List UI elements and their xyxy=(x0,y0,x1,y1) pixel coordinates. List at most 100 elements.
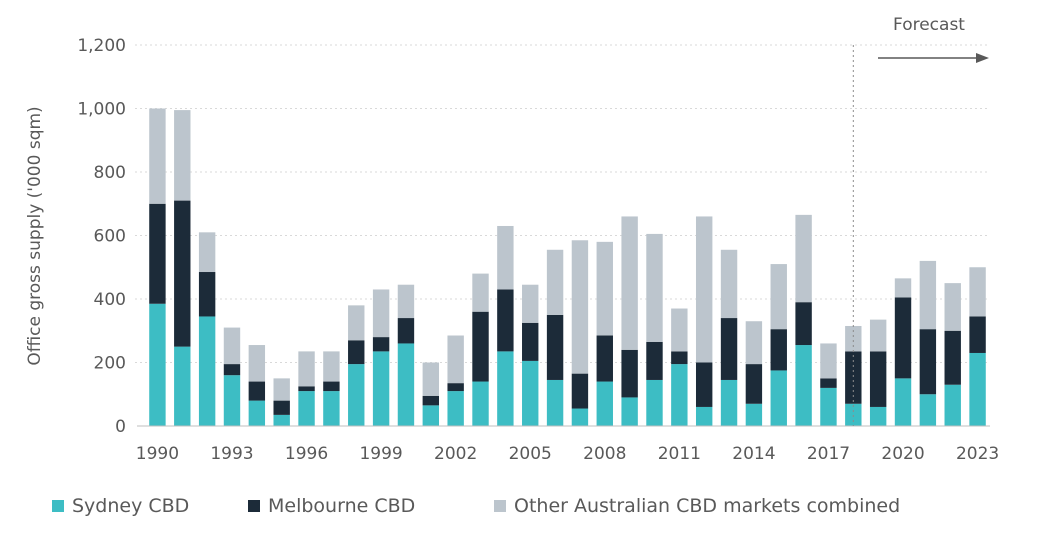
x-tick-label: 1996 xyxy=(285,444,328,464)
x-tick-label: 2017 xyxy=(807,444,850,464)
legend-label-other-australian-cbd-markets-combined: Other Australian CBD markets combined xyxy=(514,495,900,517)
bar-sydney-cbd-1993 xyxy=(223,375,241,426)
bar-melbourne-cbd-2013 xyxy=(720,318,738,380)
bar-sydney-cbd-2023 xyxy=(969,352,986,426)
bars xyxy=(149,108,986,426)
x-tick-label: 1990 xyxy=(136,444,179,464)
bar-sydney-cbd-2002 xyxy=(447,391,464,426)
bar-melbourne-cbd-2023 xyxy=(969,316,986,353)
y-tick-label: 600 xyxy=(94,227,126,247)
x-tick-label: 2023 xyxy=(956,444,999,464)
bar-sydney-cbd-1995 xyxy=(273,414,290,426)
bar-melbourne-cbd-2018 xyxy=(845,351,862,404)
bar-melbourne-cbd-2012 xyxy=(695,362,713,407)
bar-other-australian-cbd-markets-combined-1994 xyxy=(248,345,266,382)
bar-other-australian-cbd-markets-combined-2007 xyxy=(571,240,589,374)
bar-sydney-cbd-2003 xyxy=(472,381,489,426)
bar-other-australian-cbd-markets-combined-2015 xyxy=(770,264,787,330)
x-tick-label: 2020 xyxy=(881,444,924,464)
bar-other-australian-cbd-markets-combined-2001 xyxy=(422,362,440,396)
bar-other-australian-cbd-markets-combined-1997 xyxy=(323,351,340,382)
x-tick-label: 2011 xyxy=(658,444,701,464)
x-axis-ticks: 1990 1993 1996 1999 2002 2005 2008 2011 2014 2017… xyxy=(136,444,999,464)
bar-melbourne-cbd-2022 xyxy=(944,330,961,385)
bar-other-australian-cbd-markets-combined-2009 xyxy=(621,216,638,350)
x-tick-label: 2005 xyxy=(509,444,552,464)
legend-swatch-other-australian-cbd-markets-combined xyxy=(494,500,506,512)
bar-sydney-cbd-2020 xyxy=(894,378,912,426)
y-tick-label: 0 xyxy=(115,417,126,437)
bar-other-australian-cbd-markets-combined-2023 xyxy=(969,267,986,317)
bar-other-australian-cbd-markets-combined-2012 xyxy=(695,216,713,363)
bar-other-australian-cbd-markets-combined-2000 xyxy=(397,284,415,319)
legend-swatch-sydney-cbd xyxy=(52,500,64,512)
bar-melbourne-cbd-2015 xyxy=(770,329,787,371)
bar-other-australian-cbd-markets-combined-2018 xyxy=(845,325,862,352)
bar-sydney-cbd-2000 xyxy=(397,343,415,426)
bar-other-australian-cbd-markets-combined-2004 xyxy=(497,225,514,290)
legend-swatch-melbourne-cbd xyxy=(248,500,260,512)
legend-label-melbourne-cbd: Melbourne CBD xyxy=(268,495,415,517)
bar-sydney-cbd-2006 xyxy=(546,379,564,426)
bar-other-australian-cbd-markets-combined-1999 xyxy=(372,289,390,338)
legend: Sydney CBD Melbourne CBD Other Australian … xyxy=(52,495,900,517)
y-tick-label: 1,000 xyxy=(77,100,126,120)
bar-melbourne-cbd-2011 xyxy=(671,351,688,365)
bar-melbourne-cbd-2001 xyxy=(422,395,440,406)
bar-melbourne-cbd-2003 xyxy=(472,311,489,382)
forecast-label: Forecast xyxy=(893,15,965,35)
bar-other-australian-cbd-markets-combined-1998 xyxy=(348,305,365,341)
bar-sydney-cbd-2010 xyxy=(646,379,663,426)
bar-melbourne-cbd-2002 xyxy=(447,383,464,392)
bar-other-australian-cbd-markets-combined-2016 xyxy=(795,214,812,303)
bar-melbourne-cbd-2010 xyxy=(646,341,663,380)
bar-sydney-cbd-2012 xyxy=(695,406,713,426)
bar-sydney-cbd-1994 xyxy=(248,400,266,426)
bar-sydney-cbd-2019 xyxy=(869,406,887,426)
bar-other-australian-cbd-markets-combined-2003 xyxy=(472,273,489,312)
bar-melbourne-cbd-2004 xyxy=(497,289,514,352)
bar-melbourne-cbd-1994 xyxy=(248,381,266,401)
bar-melbourne-cbd-2014 xyxy=(745,364,763,404)
bar-other-australian-cbd-markets-combined-1995 xyxy=(273,378,290,401)
bar-melbourne-cbd-2006 xyxy=(546,314,564,380)
bar-other-australian-cbd-markets-combined-2013 xyxy=(720,249,738,319)
bar-melbourne-cbd-1998 xyxy=(348,340,365,365)
bar-melbourne-cbd-2019 xyxy=(869,351,887,407)
x-tick-label: 2014 xyxy=(732,444,775,464)
bar-other-australian-cbd-markets-combined-2014 xyxy=(745,321,763,365)
legend-label-sydney-cbd: Sydney CBD xyxy=(72,495,189,517)
bar-sydney-cbd-1990 xyxy=(149,303,166,426)
bar-melbourne-cbd-2008 xyxy=(596,335,613,382)
bar-sydney-cbd-2004 xyxy=(497,351,514,426)
bar-other-australian-cbd-markets-combined-2022 xyxy=(944,283,961,331)
bar-sydney-cbd-2018 xyxy=(845,403,862,426)
bar-sydney-cbd-2008 xyxy=(596,381,613,426)
bar-melbourne-cbd-2020 xyxy=(894,297,912,379)
bar-melbourne-cbd-2016 xyxy=(795,302,812,346)
bar-sydney-cbd-2017 xyxy=(820,387,837,426)
bar-melbourne-cbd-1990 xyxy=(149,203,166,304)
bar-melbourne-cbd-1992 xyxy=(198,272,216,317)
bar-melbourne-cbd-1991 xyxy=(174,200,191,347)
forecast-arrow-icon xyxy=(878,53,989,63)
y-axis-ticks: 0 200 400 600 800 1,000 1,200 xyxy=(77,36,126,437)
y-tick-label: 400 xyxy=(94,290,126,310)
bar-other-australian-cbd-markets-combined-2017 xyxy=(820,343,837,379)
bar-sydney-cbd-2011 xyxy=(671,364,688,426)
bar-sydney-cbd-1991 xyxy=(174,346,191,426)
bar-other-australian-cbd-markets-combined-2010 xyxy=(646,233,663,342)
bar-sydney-cbd-1998 xyxy=(348,364,365,426)
bar-sydney-cbd-2014 xyxy=(745,403,763,426)
x-tick-label: 2002 xyxy=(434,444,477,464)
bar-sydney-cbd-2007 xyxy=(571,408,589,426)
y-tick-label: 800 xyxy=(94,163,126,183)
bar-sydney-cbd-2015 xyxy=(770,370,787,426)
bar-sydney-cbd-2005 xyxy=(522,360,539,426)
bar-other-australian-cbd-markets-combined-2002 xyxy=(447,335,464,384)
bar-melbourne-cbd-1997 xyxy=(323,381,340,392)
bar-other-australian-cbd-markets-combined-1996 xyxy=(298,351,315,387)
bar-melbourne-cbd-2005 xyxy=(522,322,539,361)
x-tick-label: 1993 xyxy=(210,444,253,464)
bar-other-australian-cbd-markets-combined-2019 xyxy=(869,319,887,352)
